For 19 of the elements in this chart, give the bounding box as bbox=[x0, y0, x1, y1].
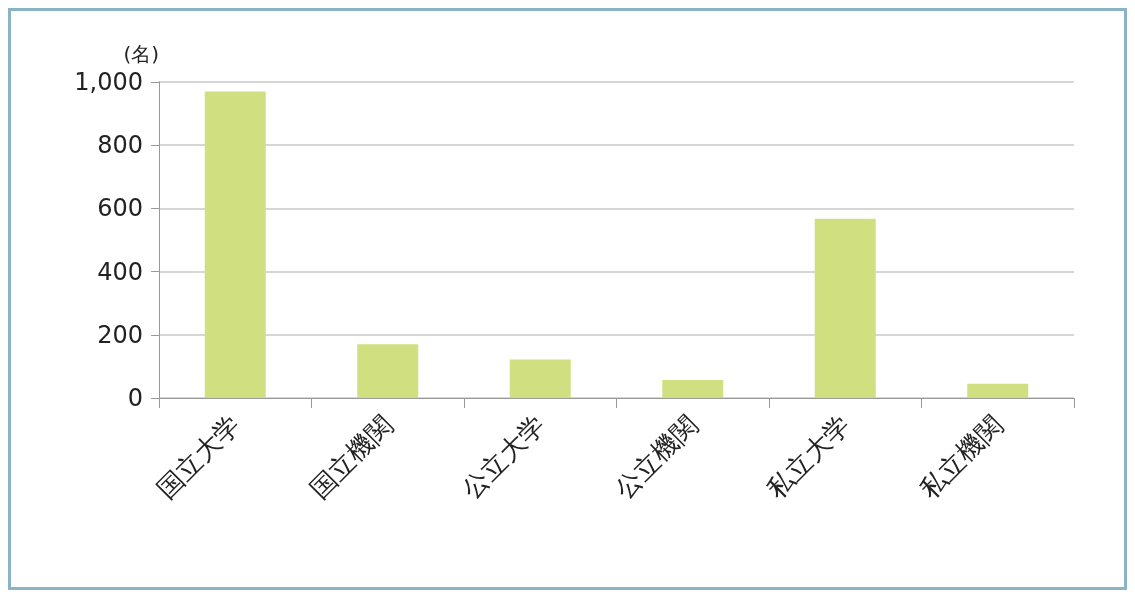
y-tick-label: 1,000 bbox=[74, 68, 143, 96]
y-tick-label: 800 bbox=[97, 131, 143, 160]
y-tick-label: 200 bbox=[97, 320, 143, 349]
x-tick-label: 国立大学 bbox=[151, 409, 246, 505]
bar bbox=[509, 359, 571, 398]
x-tick-label: 私立機関 bbox=[913, 409, 1009, 505]
x-tick-label: 公立機関 bbox=[608, 409, 704, 505]
y-tick-label: 0 bbox=[127, 384, 143, 412]
y-axis-title: (名) bbox=[123, 42, 159, 66]
y-tick-label: 600 bbox=[97, 194, 143, 223]
bar bbox=[814, 218, 876, 398]
bar bbox=[662, 379, 724, 398]
bar bbox=[967, 383, 1029, 398]
x-tick-label: 国立機関 bbox=[303, 409, 399, 505]
bar bbox=[204, 91, 266, 398]
bar bbox=[357, 344, 419, 398]
x-tick-label: 私立大学 bbox=[761, 409, 856, 505]
x-tick-label: 公立大学 bbox=[456, 409, 551, 505]
y-tick-label: 400 bbox=[97, 257, 143, 286]
